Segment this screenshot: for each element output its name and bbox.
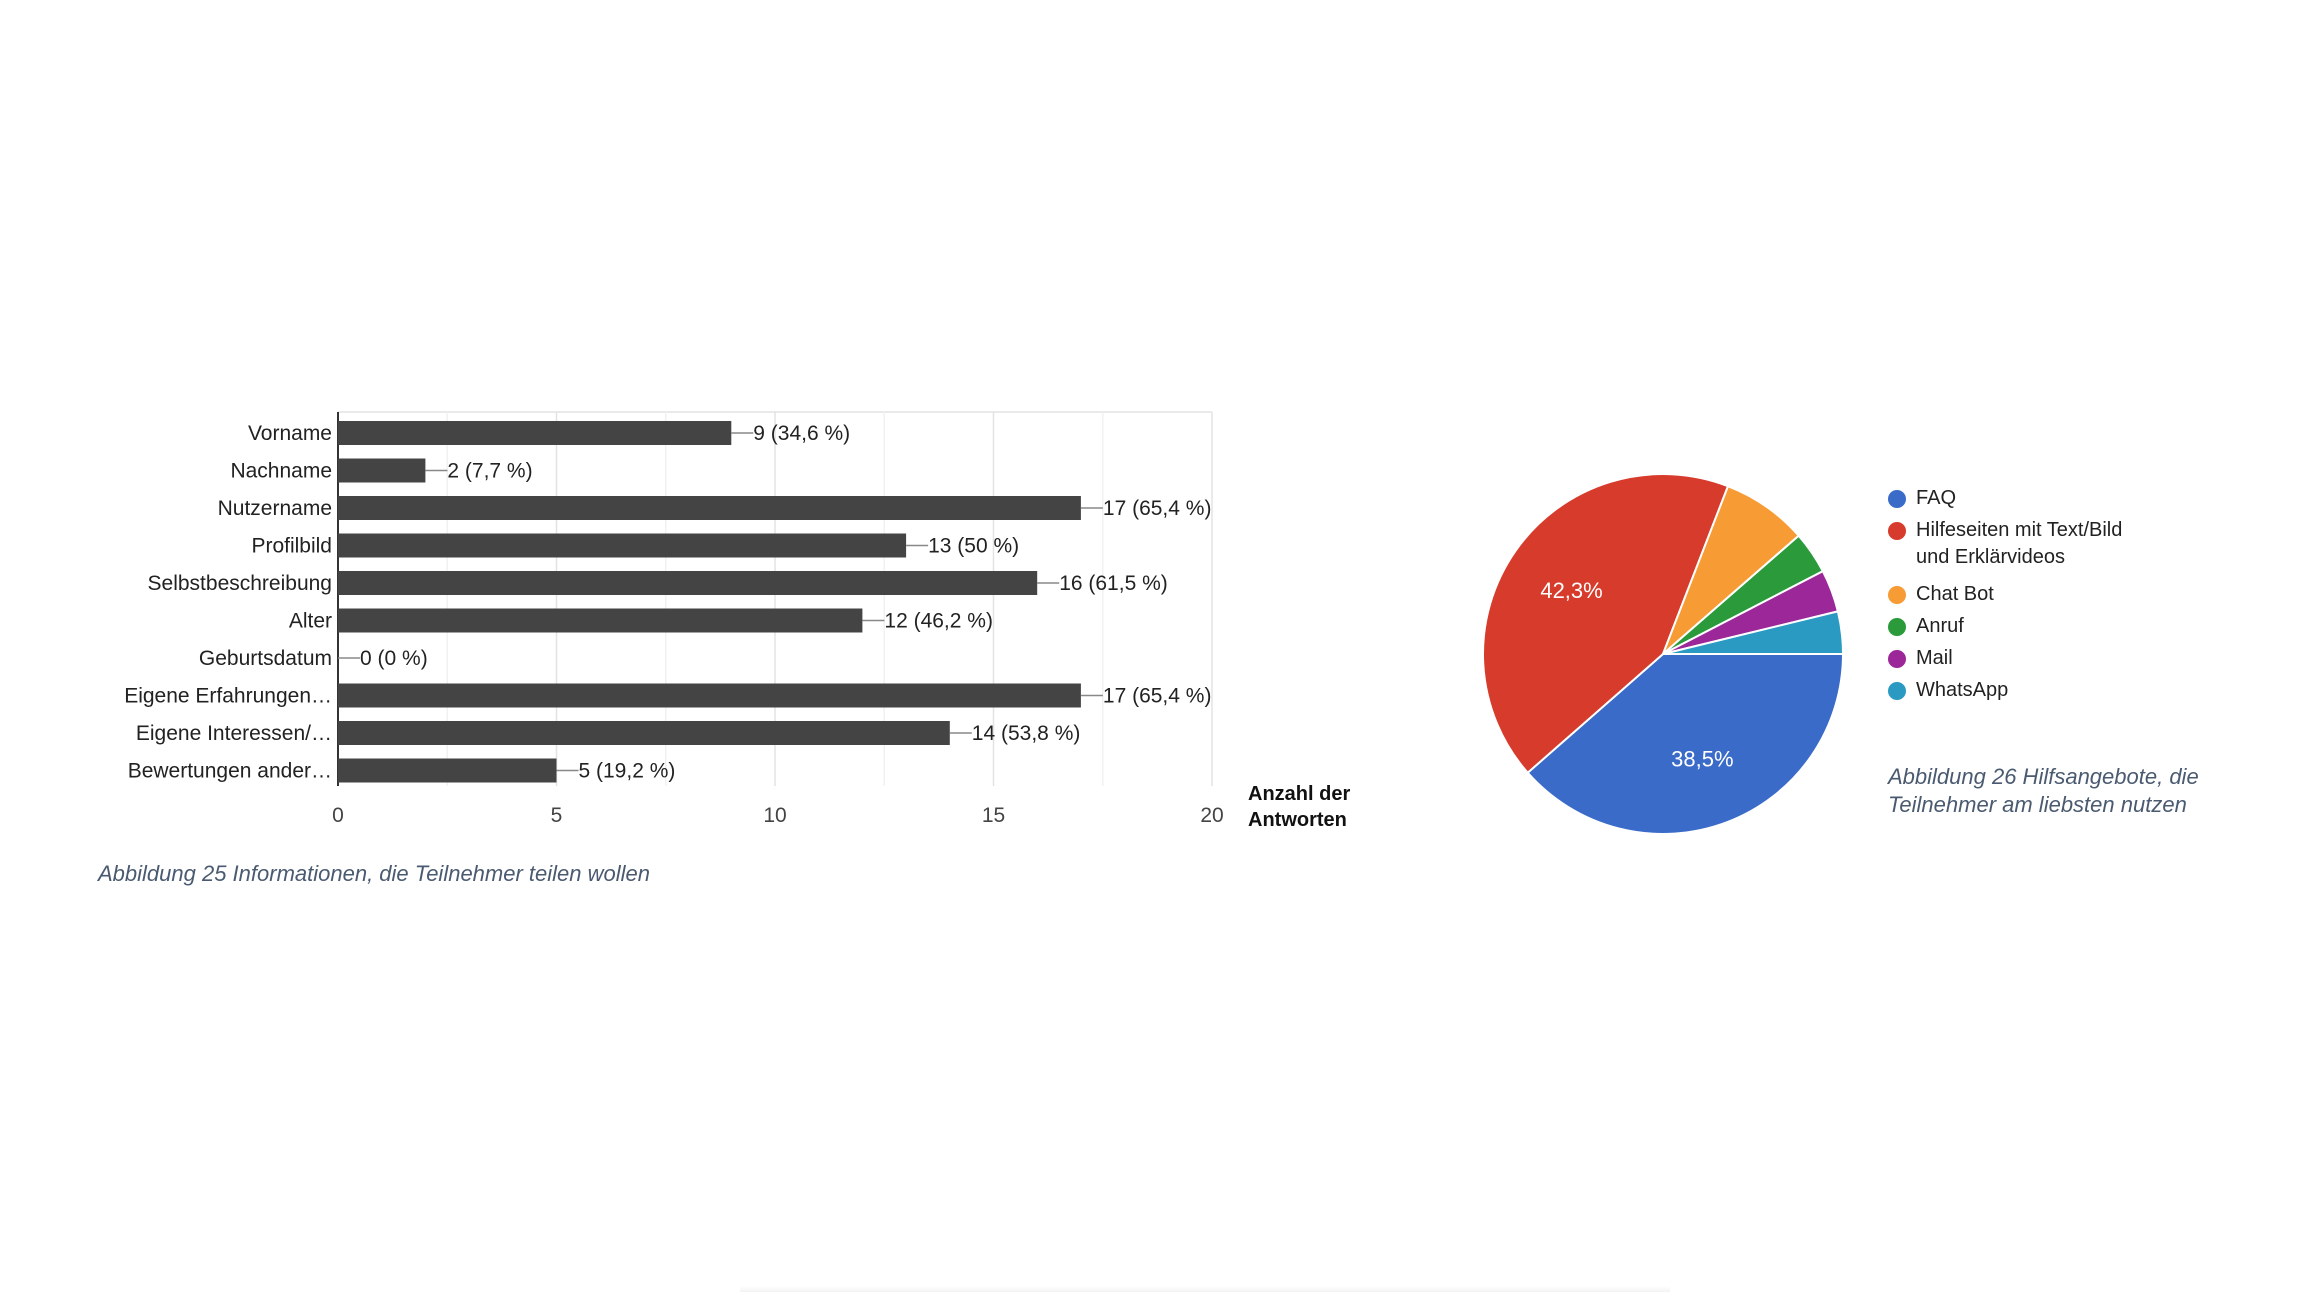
bar [338, 421, 732, 445]
category-label: Alter [289, 610, 332, 633]
legend-item: Chat Bot [1888, 581, 2156, 613]
category-label: Bewertungen ander… [128, 760, 332, 783]
data-label: 0 (0 %) [360, 647, 428, 670]
legend-swatch [1888, 490, 1906, 508]
legend-label-line: Mail [1916, 647, 1953, 669]
legend-item: Mail [1888, 645, 2156, 677]
legend-swatch [1888, 586, 1906, 604]
data-label: 12 (46,2 %) [884, 610, 993, 633]
bar [338, 496, 1081, 520]
legend-label: WhatsApp [1916, 677, 2156, 704]
data-label: 9 (34,6 %) [753, 422, 850, 445]
legend-item: WhatsApp [1888, 677, 2156, 709]
bar [338, 608, 863, 633]
legend-label-line: Chat Bot [1916, 583, 1994, 605]
x-axis-title: Anzahl der [1248, 783, 1350, 805]
data-label: 17 (65,4 %) [1103, 685, 1212, 708]
legend-item: FAQ [1888, 485, 2156, 517]
legend-label: Mail [1916, 645, 2156, 672]
bar [338, 533, 907, 558]
legend-label-line: und Erklärvideos [1916, 546, 2065, 568]
category-label: Nutzername [218, 497, 332, 520]
legend-swatch [1888, 682, 1906, 700]
data-label: 14 (53,8 %) [972, 722, 1081, 745]
pie-legend: FAQ Hilfeseiten mit Text/Bild und Erklärvi… [1888, 485, 2156, 709]
data-label: 16 (61,5 %) [1059, 572, 1168, 595]
legend-label-line: FAQ [1916, 487, 1957, 509]
x-tick-label: 15 [982, 804, 1005, 827]
category-label: Eigene Interessen/… [136, 722, 332, 745]
legend-label: Hilfeseiten mit Text/Bild und Erklärvideo… [1916, 517, 2156, 571]
legend-label: Chat Bot [1916, 581, 2156, 608]
x-tick-label: 5 [551, 804, 563, 827]
legend-swatch [1888, 650, 1906, 668]
legend-label: FAQ [1916, 485, 2156, 512]
category-label: Geburtsdatum [199, 647, 332, 670]
x-tick-label: 10 [763, 804, 786, 827]
bar [338, 683, 1081, 708]
pie-slice [1482, 472, 1730, 775]
legend-swatch [1888, 522, 1906, 540]
pie-slice [1662, 610, 1845, 655]
pie-slice-label: 38,5% [1671, 746, 1733, 771]
page-edge-shadow [740, 1286, 1670, 1292]
x-tick-label: 20 [1200, 804, 1223, 827]
pie-chart-caption: Abbildung 26 Hilfsangebote, die Teilnehm… [1888, 764, 2199, 817]
x-axis-title: Antworten [1248, 809, 1347, 831]
data-label: 13 (50 %) [928, 535, 1019, 558]
data-label: 17 (65,4 %) [1103, 497, 1212, 520]
bar [338, 571, 1038, 595]
pie-slice [1526, 653, 1845, 835]
category-label: Nachname [230, 460, 332, 483]
legend-label-line: Hilfeseiten mit Text/Bild [1916, 519, 2123, 541]
legend-item: Hilfeseiten mit Text/Bild und Erklärvideo… [1888, 517, 2156, 581]
bar [338, 758, 557, 783]
data-label: 5 (19,2 %) [579, 760, 676, 783]
category-label: Selbstbeschreibung [148, 572, 332, 595]
bar [338, 458, 426, 483]
data-label: 2 (7,7 %) [447, 460, 532, 483]
legend-label-line: WhatsApp [1916, 679, 2009, 701]
legend-label-line: Anruf [1916, 615, 1964, 637]
bar [338, 721, 950, 745]
legend-item: Anruf [1888, 613, 2156, 645]
category-label: Profilbild [251, 535, 332, 558]
x-tick-label: 0 [332, 804, 344, 827]
legend-label: Anruf [1916, 613, 2156, 640]
category-label: Vorname [248, 422, 332, 445]
pie-slice-label: 42,3% [1540, 578, 1602, 603]
bar-chart-caption: Abbildung 25 Informationen, die Teilnehm… [98, 861, 650, 886]
legend-swatch [1888, 618, 1906, 636]
category-label: Eigene Erfahrungen… [124, 685, 332, 708]
